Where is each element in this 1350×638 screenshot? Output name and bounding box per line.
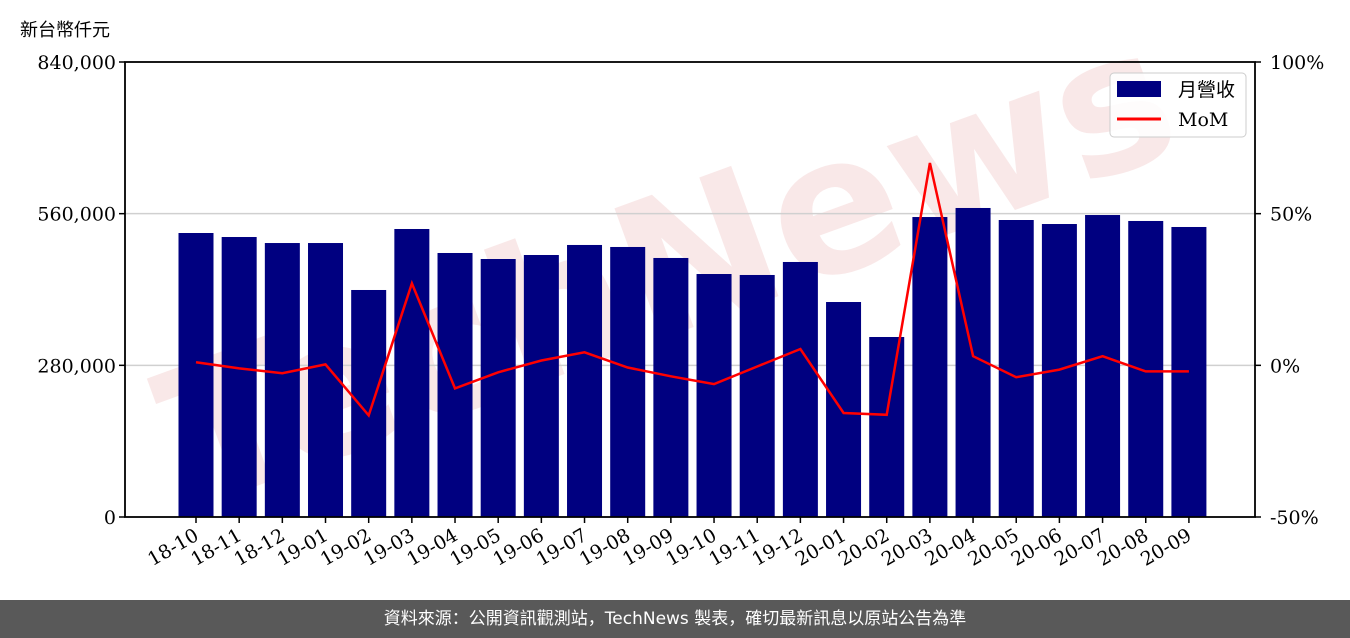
right-tick-label: 0% bbox=[1270, 355, 1300, 377]
source-footer: 資料來源：公開資訊觀測站，TechNews 製表，確切最新訊息以原站公告為準 bbox=[0, 600, 1350, 638]
bar-18-12 bbox=[264, 243, 300, 517]
left-tick-label: 560,000 bbox=[37, 204, 116, 226]
bar-19-09 bbox=[653, 257, 689, 517]
bar-19-08 bbox=[610, 246, 646, 517]
left-tick-label: 840,000 bbox=[37, 52, 116, 74]
legend-label-mom: MoM bbox=[1178, 109, 1228, 131]
bar-20-07 bbox=[1085, 215, 1121, 518]
bar-20-01 bbox=[826, 302, 862, 517]
bar-19-02 bbox=[351, 289, 387, 517]
bar-19-03 bbox=[394, 228, 430, 517]
y-axis-unit-label: 新台幣仟元 bbox=[20, 20, 110, 41]
bar-18-10 bbox=[178, 233, 214, 518]
right-tick-label: 50% bbox=[1270, 204, 1312, 226]
x-tick-label: 20-09 bbox=[1137, 524, 1195, 570]
bar-20-05 bbox=[998, 220, 1034, 518]
mom-line bbox=[195, 162, 1189, 418]
bar-19-06 bbox=[523, 254, 559, 517]
bar-19-12 bbox=[782, 261, 818, 517]
bar-20-08 bbox=[1128, 220, 1164, 517]
bar-19-11 bbox=[739, 274, 775, 517]
bar-19-10 bbox=[696, 274, 732, 517]
right-tick-label: 100% bbox=[1270, 52, 1324, 74]
right-tick-label: -50% bbox=[1270, 507, 1319, 529]
bar-18-11 bbox=[221, 237, 257, 517]
plot-frame bbox=[124, 61, 1256, 518]
bar-19-07 bbox=[567, 244, 603, 517]
bar-20-02 bbox=[869, 337, 905, 517]
left-tick-label: 280,000 bbox=[37, 355, 116, 377]
revenue-chart: TechNews0280,000560,000840,000-50%0%50%1… bbox=[37, 0, 1324, 571]
bar-19-05 bbox=[480, 259, 516, 517]
legend-label-revenue: 月營收 bbox=[1178, 79, 1235, 101]
legend-bar-swatch bbox=[1117, 81, 1161, 97]
left-tick-label: 0 bbox=[104, 507, 116, 529]
bar-20-03 bbox=[912, 217, 948, 517]
